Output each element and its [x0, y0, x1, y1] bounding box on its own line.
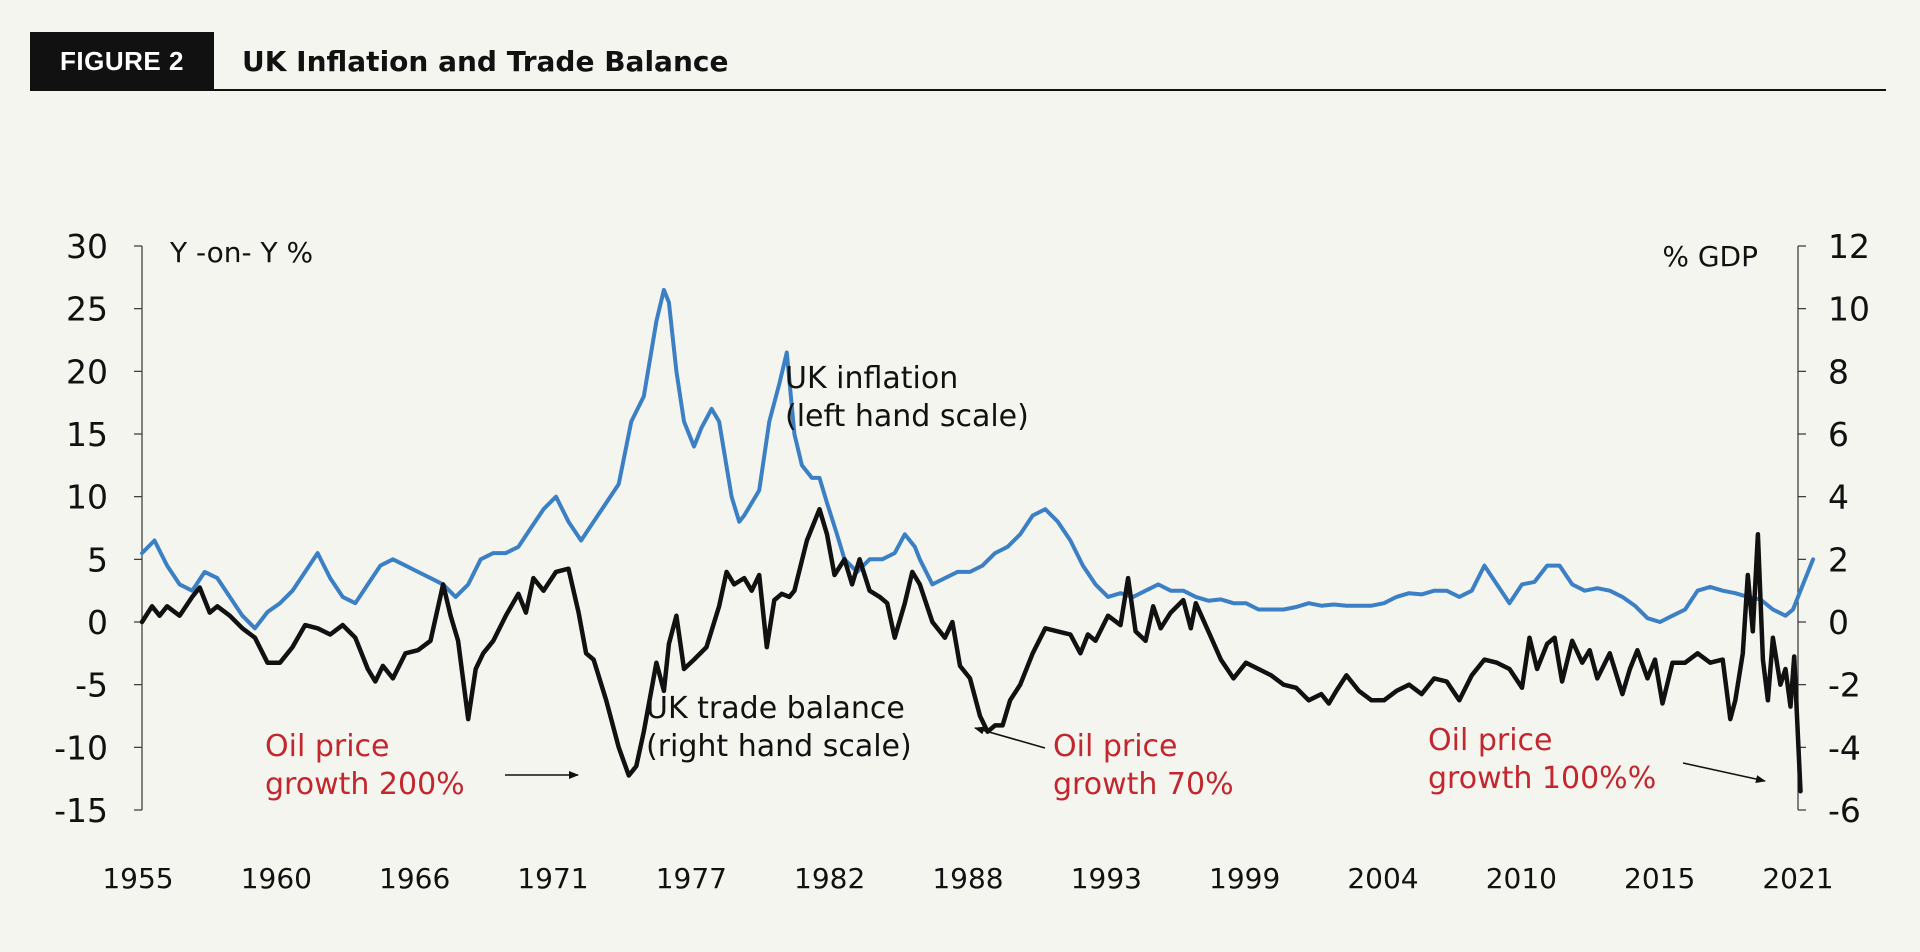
- oil-1973-annotation: Oil price: [265, 729, 389, 764]
- oil-2021-annotation: growth 100%%: [1428, 761, 1656, 796]
- left-tick-label: 25: [66, 290, 108, 329]
- chart-annotations: UK inflation(left hand scale) UK trade ba…: [265, 361, 1766, 802]
- oil-2021-arrow: [1682, 762, 1766, 783]
- x-tick-label: 1999: [1209, 862, 1280, 895]
- oil-1988-annotation: growth 70%: [1053, 767, 1234, 802]
- figure-title: UK Inflation and Trade Balance: [242, 44, 729, 78]
- x-tick-label: 2010: [1486, 862, 1557, 895]
- right-tick-label: -6: [1828, 791, 1861, 830]
- right-tick-label: 2: [1828, 540, 1849, 579]
- left-tick-label: 5: [87, 540, 108, 579]
- x-tick-label: 1988: [932, 862, 1003, 895]
- right-tick-label: -2: [1828, 666, 1861, 705]
- x-tick-label: 1960: [241, 862, 312, 895]
- left-tick-label: -10: [54, 728, 108, 767]
- x-tick-label: 2021: [1762, 862, 1833, 895]
- left-tick-label: 20: [66, 352, 108, 391]
- figure-header: FIGURE 2 UK Inflation and Trade Balance: [30, 32, 1886, 90]
- trade-annotation: UK trade balance: [646, 691, 905, 726]
- inflation-annotation: UK inflation: [785, 361, 958, 396]
- right-tick-label: 8: [1828, 352, 1849, 391]
- left-tick-label: -5: [75, 666, 108, 705]
- oil-2021-annotation: Oil price: [1428, 723, 1552, 758]
- figure-badge: FIGURE 2: [30, 32, 214, 90]
- chart-lines: [139, 287, 1816, 794]
- left-tick-label: -15: [54, 791, 108, 830]
- trade-balance-series-line: [139, 506, 1803, 794]
- left-tick-label: 10: [66, 478, 108, 517]
- oil-1988-arrow: [974, 726, 1046, 749]
- trade-annotation: (right hand scale): [646, 729, 912, 764]
- left-tick-label: 30: [66, 227, 108, 266]
- x-tick-label: 1982: [794, 862, 865, 895]
- right-tick-label: -4: [1828, 728, 1861, 767]
- oil-1988-annotation: Oil price: [1053, 729, 1177, 764]
- left-axis-title: Y -on- Y %: [169, 236, 313, 269]
- x-tick-label: 2004: [1347, 862, 1418, 895]
- left-tick-label: 15: [66, 415, 108, 454]
- right-tick-label: 4: [1828, 478, 1849, 517]
- x-tick-label: 1955: [102, 862, 173, 895]
- inflation-annotation: (left hand scale): [785, 399, 1029, 434]
- inflation-series-line: [140, 287, 1816, 631]
- x-tick-label: 1993: [1071, 862, 1142, 895]
- x-tick-label: 1971: [517, 862, 588, 895]
- x-tick-label: 2015: [1624, 862, 1695, 895]
- right-tick-label: 0: [1828, 603, 1849, 642]
- right-tick-label: 6: [1828, 415, 1849, 454]
- oil-1973-annotation: growth 200%: [265, 767, 465, 802]
- left-tick-label: 0: [87, 603, 108, 642]
- header-rule: [30, 89, 1886, 91]
- x-tick-label: 1977: [656, 862, 727, 895]
- right-axis-title: % GDP: [1662, 240, 1758, 273]
- x-tick-label: 1966: [379, 862, 450, 895]
- right-tick-label: 10: [1828, 290, 1870, 329]
- right-tick-label: 12: [1828, 227, 1870, 266]
